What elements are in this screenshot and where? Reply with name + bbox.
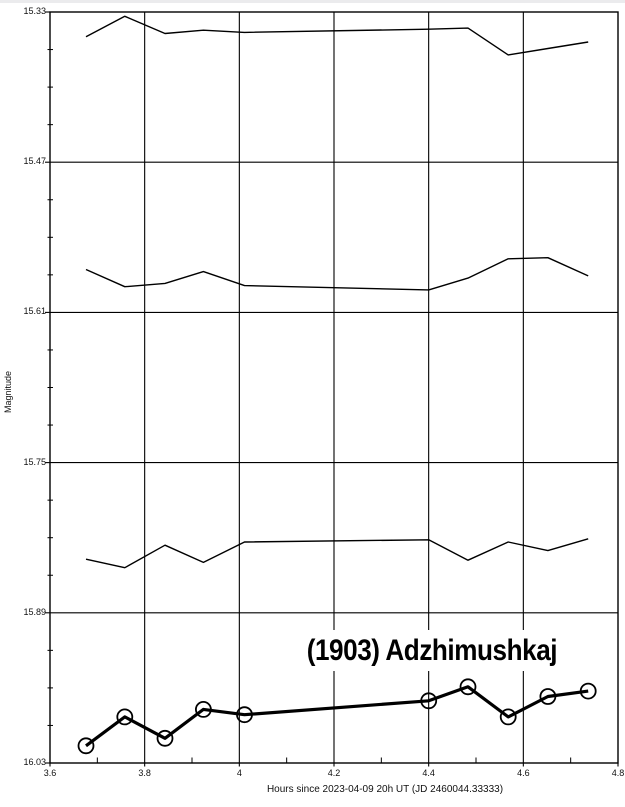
series-comparison-line-3: [85, 538, 589, 569]
data-point-marker: [579, 682, 597, 700]
data-point-marker: [236, 706, 253, 724]
data-point-marker: [459, 678, 477, 696]
x-tick-label: 4.4: [422, 768, 435, 778]
data-point-marker: [499, 708, 517, 726]
data-point-marker: [156, 729, 174, 747]
series-comparison-line-1: [85, 15, 589, 56]
y-tick-label: 15.75: [23, 456, 46, 467]
x-tick-label: 4.6: [517, 768, 530, 778]
data-point-marker: [116, 708, 134, 726]
chart-title: (1903) Adzhimushkaj: [280, 630, 584, 671]
y-tick-label: 15.89: [23, 606, 46, 617]
window-edge-strip: [0, 0, 625, 3]
plot-border: [49, 11, 619, 764]
x-axis-title: Hours since 2023-04-09 20h UT (JD 246004…: [266, 784, 504, 795]
x-tick-label: 3.6: [43, 768, 57, 778]
series-target-lightcurve: [85, 685, 589, 748]
data-point-marker: [539, 688, 557, 705]
y-tick-label: 15.47: [23, 156, 46, 167]
data-point-marker: [420, 692, 438, 710]
y-tick-label: 15.61: [23, 306, 46, 317]
series-comparison-line-2: [85, 257, 589, 291]
y-tick-label: 16.03: [23, 757, 46, 767]
data-point-marker: [194, 701, 212, 718]
x-tick-label: 4.2: [327, 768, 341, 778]
data-point-marker: [77, 737, 95, 755]
y-tick-label: 15.33: [23, 6, 46, 16]
x-tick-label: 4: [236, 768, 242, 778]
x-tick-label: 4.8: [611, 768, 625, 778]
y-axis-title: Magnitude: [3, 370, 13, 414]
chart-title-text: (1903) Adzhimushkaj: [306, 633, 558, 667]
x-tick-label: 3.8: [138, 768, 151, 778]
